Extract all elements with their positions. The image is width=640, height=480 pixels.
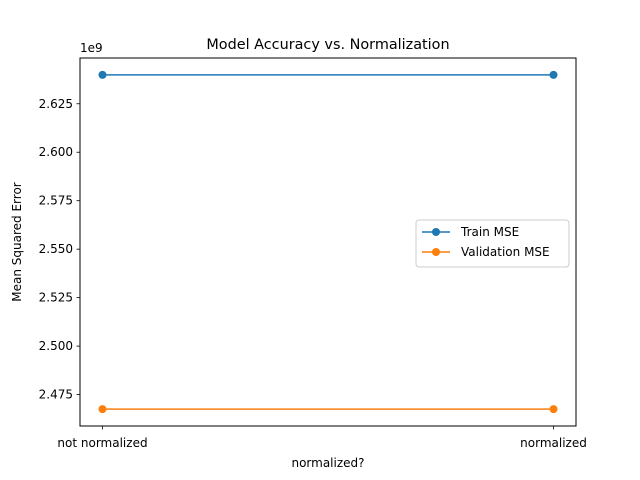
y-tick-label: 2.475	[39, 388, 73, 402]
y-tick-label: 2.600	[39, 145, 73, 159]
plot-area	[79, 57, 577, 427]
y-tick-label: 2.550	[39, 242, 73, 256]
legend: Train MSE Validation MSE	[415, 219, 570, 268]
legend-item-1: Validation MSE	[422, 245, 550, 259]
chart-title: Model Accuracy vs. Normalization	[206, 37, 449, 53]
x-tick-label: not normalized	[57, 436, 147, 450]
y-axis-offset-text: 1e9	[80, 41, 103, 55]
legend-label: Train MSE	[460, 225, 519, 239]
x-tick-label: normalized	[520, 436, 587, 450]
y-tick-label: 2.575	[39, 194, 73, 208]
y-tick-label: 2.525	[39, 291, 73, 305]
data-point-1-1	[549, 405, 558, 414]
data-point-0-1	[549, 70, 558, 79]
legend-marker	[432, 228, 440, 236]
y-axis: 2.475 2.500 2.525 2.550 2.575 2.600 2.625	[39, 97, 80, 402]
series-1	[98, 405, 558, 414]
legend-item-0: Train MSE	[422, 225, 519, 239]
x-axis: not normalized normalized	[57, 426, 587, 450]
y-tick-label: 2.500	[39, 339, 73, 353]
data-point-1-0	[98, 405, 107, 414]
legend-box	[415, 219, 570, 268]
axes-frame	[79, 57, 577, 427]
series-0	[98, 70, 558, 79]
y-tick-label: 2.625	[39, 97, 73, 111]
legend-label: Validation MSE	[461, 245, 550, 259]
data-point-0-0	[98, 70, 107, 79]
y-axis-label: Mean Squared Error	[10, 182, 24, 302]
legend-marker	[432, 248, 440, 256]
x-axis-label: normalized?	[291, 456, 364, 470]
